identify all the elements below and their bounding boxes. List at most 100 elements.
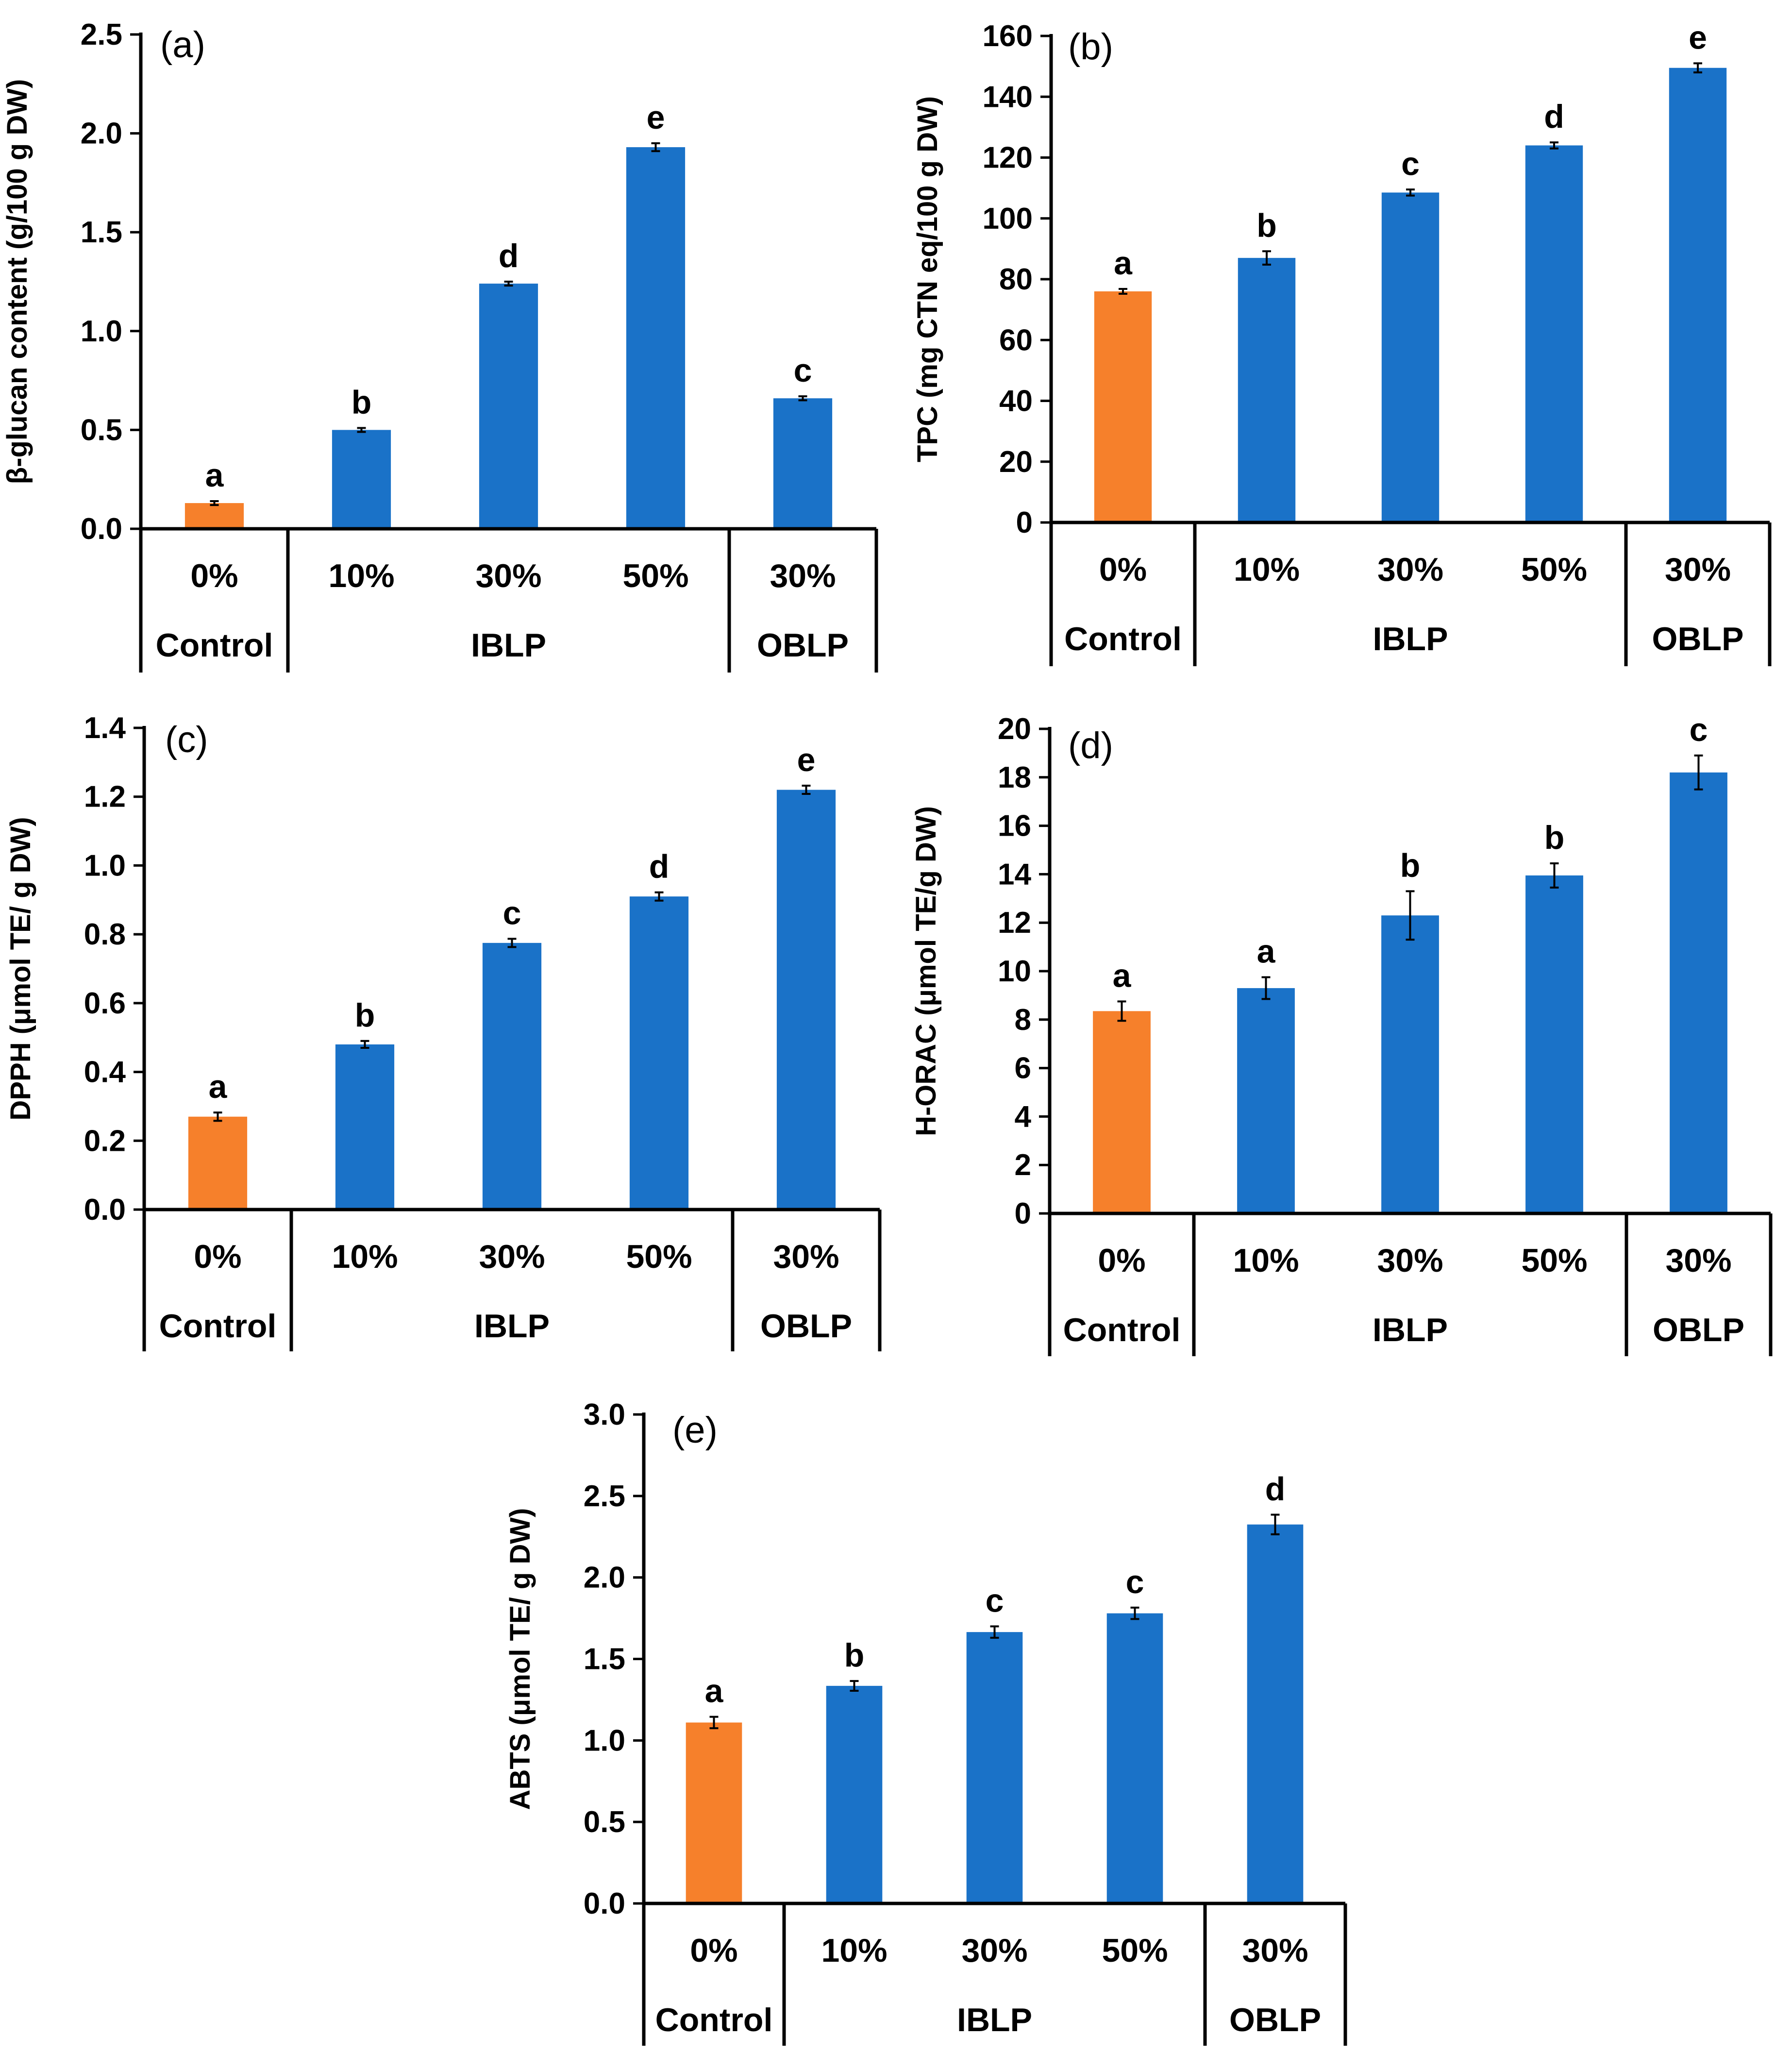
significance-letter: e: [1689, 19, 1707, 56]
significance-letter: a: [1257, 933, 1276, 970]
bar: [626, 147, 686, 529]
group-label: IBLP: [1373, 621, 1448, 657]
y-tick-label: 2.0: [584, 1561, 625, 1595]
group-label: Control: [159, 1308, 277, 1345]
y-tick-label: 2: [1015, 1148, 1031, 1182]
significance-letter: c: [1126, 1564, 1144, 1600]
y-tick-label: 0.0: [81, 512, 122, 546]
bar: [629, 896, 689, 1210]
category-label: 10%: [821, 1932, 887, 1969]
category-label: 0%: [1099, 551, 1147, 588]
category-label: 0%: [190, 557, 238, 594]
bar: [773, 398, 833, 529]
chart-panel-4: 0.0 0.5 1.0 1.5 2.0 2.5 3.0 ABTS (μmol TE/ g DW…: [504, 1398, 1347, 2046]
y-tick-label: 1.5: [81, 216, 122, 249]
category-label: 30%: [479, 1238, 545, 1275]
y-axis-title: TPC (mg CTN eq/100 g DW): [912, 96, 943, 462]
significance-letter: d: [1544, 98, 1564, 135]
significance-letter: b: [352, 384, 372, 421]
significance-letter: e: [647, 99, 665, 136]
y-tick-label: 4: [1015, 1100, 1032, 1133]
group-label: IBLP: [957, 2002, 1032, 2038]
category-label: 0%: [1098, 1242, 1145, 1279]
category-label: 30%: [1665, 1242, 1731, 1279]
chart-panel-2: 0.0 0.2 0.4 0.6 0.8 1.0 1.2 1.4 DPPH (μmol TE/ g…: [5, 711, 882, 1351]
category-label: 0%: [194, 1238, 241, 1275]
category-label: 50%: [1102, 1932, 1168, 1969]
bar: [1670, 772, 1727, 1213]
y-tick-label: 0.6: [84, 987, 126, 1020]
category-label: 10%: [332, 1238, 398, 1275]
y-tick-label: 0: [1016, 506, 1033, 539]
chart-panel-3: 0 2 4 6 8 10 12 14 16 18 20 H-ORAC (μmol TE/g DW) a a…: [910, 711, 1773, 1356]
y-tick-label: 40: [999, 385, 1033, 418]
y-tick-label: 1.0: [584, 1724, 625, 1757]
bar: [335, 1044, 395, 1210]
significance-letter: a: [1113, 957, 1132, 994]
bar: [1669, 67, 1727, 523]
category-label: 30%: [1377, 1242, 1443, 1279]
significance-letter: a: [205, 457, 224, 494]
category-label: 30%: [961, 1932, 1027, 1969]
significance-letter: d: [1265, 1470, 1286, 1507]
significance-letter: a: [209, 1068, 228, 1105]
panel-label: (d): [1068, 725, 1113, 766]
bar: [1106, 1613, 1163, 1903]
significance-letter: c: [503, 894, 521, 931]
y-tick-label: 0.5: [584, 1805, 625, 1839]
y-tick-label: 0.0: [84, 1193, 126, 1227]
category-label: 30%: [770, 557, 836, 594]
y-tick-label: 10: [998, 955, 1031, 988]
bar: [482, 942, 542, 1210]
y-tick-label: 20: [999, 445, 1033, 479]
category-label: 0%: [690, 1932, 737, 1969]
y-tick-label: 1.0: [84, 849, 126, 882]
category-label: 10%: [1233, 1242, 1299, 1279]
significance-letter: b: [1400, 847, 1421, 884]
bar: [479, 284, 538, 529]
significance-letter: d: [499, 237, 519, 274]
category-label: 50%: [1521, 1242, 1587, 1279]
y-tick-label: 3.0: [584, 1398, 625, 1431]
bar: [966, 1632, 1023, 1903]
significance-letter: c: [1401, 145, 1420, 182]
y-axis-title: β-glucan content (g/100 g DW): [1, 79, 33, 485]
group-label: OBLP: [1653, 1312, 1744, 1348]
significance-letter: d: [649, 848, 670, 885]
panel-label: (a): [160, 24, 205, 66]
y-tick-label: 0.8: [84, 918, 126, 951]
y-tick-label: 14: [998, 858, 1031, 891]
bar: [1247, 1524, 1304, 1903]
group-label: Control: [1063, 1312, 1181, 1348]
y-tick-label: 20: [998, 712, 1031, 746]
bar: [1381, 915, 1439, 1213]
bar: [1094, 291, 1152, 522]
category-label: 30%: [773, 1238, 839, 1275]
significance-letter: c: [986, 1582, 1004, 1619]
significance-letter: c: [794, 352, 812, 389]
group-label: OBLP: [1652, 621, 1744, 657]
bar: [184, 503, 244, 529]
category-label: 10%: [1234, 551, 1300, 588]
bar: [1238, 258, 1296, 522]
group-label: OBLP: [757, 627, 849, 664]
y-tick-label: 0.2: [84, 1124, 126, 1158]
y-axis-title: H-ORAC (μmol TE/g DW): [910, 806, 942, 1136]
y-tick-label: 18: [998, 761, 1031, 794]
y-tick-label: 2.0: [81, 117, 122, 151]
category-label: 30%: [1665, 551, 1731, 588]
significance-letter: b: [1256, 207, 1277, 244]
y-tick-label: 1.4: [84, 711, 126, 745]
bar: [776, 790, 836, 1210]
group-label: IBLP: [474, 1308, 550, 1345]
significance-letter: a: [705, 1673, 724, 1710]
group-label: Control: [655, 2002, 773, 2038]
category-label: 30%: [475, 557, 541, 594]
y-tick-label: 0.4: [84, 1056, 126, 1089]
significance-letter: a: [1114, 245, 1133, 282]
y-tick-label: 2.5: [584, 1480, 625, 1513]
y-tick-label: 0: [1015, 1197, 1031, 1230]
panel-label: (b): [1068, 26, 1113, 67]
significance-letter: b: [355, 997, 375, 1034]
